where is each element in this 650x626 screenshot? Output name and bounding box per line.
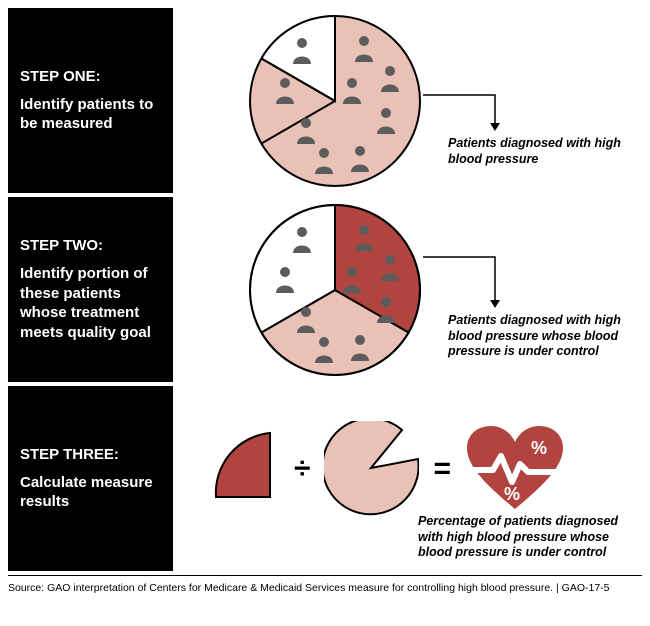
step-three-text: Calculate measure results <box>20 473 161 512</box>
step-three-annotation: Percentage of patients diagnosed with hi… <box>418 514 628 561</box>
step-three-panel: STEP THREE: Calculate measure results ÷ … <box>8 386 642 571</box>
step-one-annotation: Patients diagnosed with high blood press… <box>448 136 638 167</box>
step-one-title: STEP ONE: <box>20 68 161 85</box>
step-one-box: STEP ONE: Identify patients to be measur… <box>8 8 173 193</box>
heart-icon: % % <box>465 424 565 514</box>
step-three-box: STEP THREE: Calculate measure results <box>8 386 173 571</box>
step-two-annotation: Patients diagnosed with high blood press… <box>448 313 638 360</box>
step-one-text: Identify patients to be measured <box>20 95 161 134</box>
step-three-visual: ÷ = % % Percentage of patients diagnosed… <box>173 386 642 571</box>
step-one-visual: Patients diagnosed with high blood press… <box>173 8 642 193</box>
equation: ÷ = % % <box>208 421 565 516</box>
step-two-title: STEP TWO: <box>20 237 161 254</box>
step-three-title: STEP THREE: <box>20 446 161 463</box>
step-two-box: STEP TWO: Identify portion of these pati… <box>8 197 173 382</box>
step-two-panel: STEP TWO: Identify portion of these pati… <box>8 197 642 382</box>
percent-top: % <box>531 438 547 458</box>
divide-operator: ÷ <box>294 452 310 486</box>
percent-bottom: % <box>504 484 520 504</box>
denominator-wedge-icon <box>324 421 419 516</box>
step-two-visual: Patients diagnosed with high blood press… <box>173 197 642 382</box>
equals-operator: = <box>433 452 451 486</box>
step-one-panel: STEP ONE: Identify patients to be measur… <box>8 8 642 193</box>
step-two-text: Identify portion of these patients whose… <box>20 264 161 342</box>
source-text: Source: GAO interpretation of Centers fo… <box>8 576 642 594</box>
numerator-wedge-icon <box>208 429 280 509</box>
